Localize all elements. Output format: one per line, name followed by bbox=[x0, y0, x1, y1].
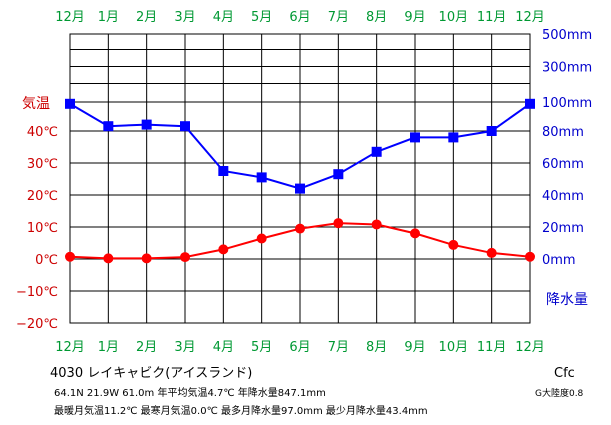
month-label-top: 12月 bbox=[55, 10, 85, 25]
month-label-bottom: 7月 bbox=[328, 340, 349, 355]
precipitation-series bbox=[65, 98, 535, 194]
precipitation-point bbox=[333, 169, 344, 180]
precipitation-tick-label: 100mm bbox=[542, 96, 592, 111]
temperature-point bbox=[103, 253, 114, 264]
temperature-point bbox=[448, 239, 459, 250]
month-label-top: 5月 bbox=[251, 10, 272, 25]
climate-classification: Cfc bbox=[554, 366, 575, 381]
precipitation-point bbox=[141, 119, 152, 130]
month-labels-top: 12月 1月 2月 3月 4月 5月 6月 7月 8月 9月 10月 11月 12月 bbox=[55, 10, 545, 25]
station-title: 4030 レイキャビク(アイスランド) bbox=[50, 366, 253, 381]
month-labels-bottom: 12月 1月 2月 3月 4月 5月 6月 7月 8月 9月 10月 11月 12月 bbox=[55, 340, 545, 355]
precipitation-point bbox=[256, 172, 267, 183]
month-label-bottom: 9月 bbox=[404, 340, 425, 355]
month-label-top: 9月 bbox=[404, 10, 425, 25]
month-label-top: 6月 bbox=[289, 10, 310, 25]
month-label-bottom: 3月 bbox=[174, 340, 195, 355]
precipitation-point bbox=[486, 126, 497, 136]
temperature-point bbox=[371, 219, 382, 230]
precipitation-point bbox=[371, 146, 382, 157]
station-extremes: 最暖月気温11.2℃ 最寒月気温0.0℃ 最多月降水量97.0mm 最少月降水量… bbox=[54, 406, 428, 417]
precipitation-point bbox=[410, 132, 420, 143]
temperature-point bbox=[218, 244, 229, 255]
temperature-point bbox=[525, 251, 535, 262]
temperature-tick-label: 10℃ bbox=[27, 221, 58, 236]
precipitation-point bbox=[218, 166, 229, 176]
temperature-tick-label: −20℃ bbox=[16, 317, 58, 332]
month-label-bottom: 12月 bbox=[55, 340, 85, 355]
temperature-tick-label: 40℃ bbox=[27, 125, 58, 140]
temperature-point bbox=[486, 247, 497, 258]
temperature-axis: 気温 40℃ 30℃ 20℃ 10℃ 0℃ −10℃ −20℃ bbox=[16, 96, 58, 332]
temperature-point bbox=[65, 251, 75, 262]
month-label-top: 10月 bbox=[439, 10, 469, 25]
month-label-top: 12月 bbox=[515, 10, 545, 25]
temperature-point bbox=[180, 252, 190, 263]
precipitation-point bbox=[65, 98, 75, 109]
precipitation-axis-title: 降水量 bbox=[546, 292, 588, 308]
precipitation-point bbox=[180, 121, 190, 132]
station-summary: 64.1N 21.9W 61.0m 年平均気温4.7℃ 年降水量847.1mm bbox=[54, 388, 326, 399]
precipitation-point bbox=[448, 132, 459, 143]
month-label-top: 7月 bbox=[328, 10, 349, 25]
temperature-point bbox=[141, 253, 152, 264]
month-label-bottom: 11月 bbox=[477, 340, 507, 355]
month-label-top: 4月 bbox=[213, 10, 234, 25]
precipitation-tick-label: 40mm bbox=[542, 189, 584, 204]
precipitation-point bbox=[295, 183, 305, 194]
month-label-top: 1月 bbox=[98, 10, 119, 25]
temperature-point bbox=[410, 228, 420, 239]
chart-grid bbox=[69, 33, 531, 324]
temperature-point bbox=[333, 218, 344, 229]
month-label-top: 11月 bbox=[477, 10, 507, 25]
month-label-bottom: 8月 bbox=[366, 340, 387, 355]
temperature-point bbox=[256, 233, 267, 244]
month-label-top: 2月 bbox=[136, 10, 157, 25]
precipitation-tick-label: 0mm bbox=[542, 253, 576, 268]
temperature-axis-title: 気温 bbox=[22, 96, 50, 112]
temperature-point bbox=[295, 223, 305, 234]
precipitation-axis: 500mm 300mm 100mm 80mm 60mm 40mm 20mm 0mm 降水量 bbox=[542, 28, 592, 308]
temperature-tick-label: 0℃ bbox=[35, 253, 58, 268]
precipitation-tick-label: 500mm bbox=[542, 28, 592, 43]
month-label-top: 8月 bbox=[366, 10, 387, 25]
temperature-series bbox=[65, 218, 535, 264]
month-label-bottom: 5月 bbox=[251, 340, 272, 355]
precipitation-tick-label: 300mm bbox=[542, 61, 592, 76]
precipitation-tick-label: 80mm bbox=[542, 125, 584, 140]
month-label-bottom: 10月 bbox=[439, 340, 469, 355]
precipitation-point bbox=[103, 121, 114, 132]
month-label-bottom: 2月 bbox=[136, 340, 157, 355]
month-label-top: 3月 bbox=[174, 10, 195, 25]
precipitation-tick-label: 60mm bbox=[542, 157, 584, 172]
continentality-index: G大陸度0.8 bbox=[535, 389, 584, 399]
precipitation-tick-label: 20mm bbox=[542, 221, 584, 236]
month-label-bottom: 4月 bbox=[213, 340, 234, 355]
temperature-tick-label: 20℃ bbox=[27, 189, 58, 204]
month-label-bottom: 6月 bbox=[289, 340, 310, 355]
month-label-bottom: 12月 bbox=[515, 340, 545, 355]
temperature-tick-label: 30℃ bbox=[27, 157, 58, 172]
temperature-tick-label: −10℃ bbox=[16, 285, 58, 300]
month-label-bottom: 1月 bbox=[98, 340, 119, 355]
precipitation-point bbox=[525, 98, 535, 109]
